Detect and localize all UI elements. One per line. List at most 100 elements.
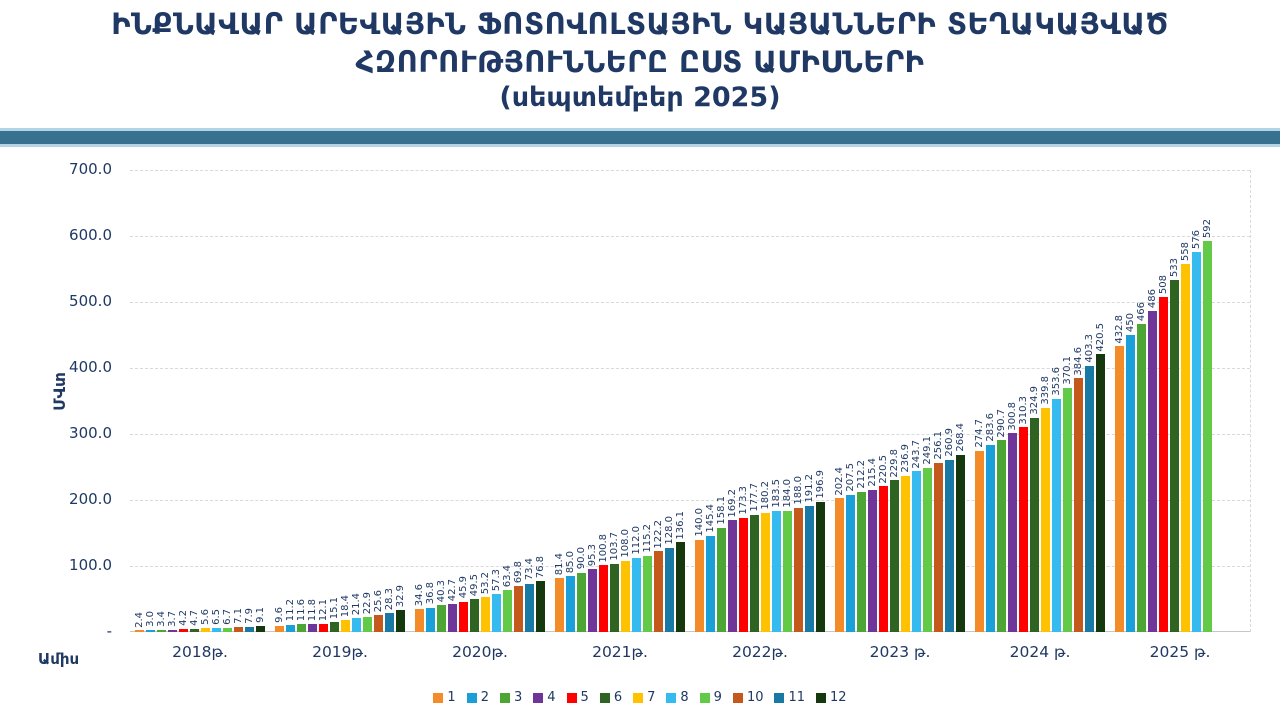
bar-month-9-2021թ. xyxy=(643,555,652,632)
legend-item-month-5: 5 xyxy=(566,690,589,705)
legend-label: 7 xyxy=(647,690,656,705)
bar-value-label: 420.5 xyxy=(1095,322,1106,352)
bar-month-12-2023 թ. xyxy=(956,454,965,632)
gridline xyxy=(130,170,1250,171)
bar-month-6-2018թ. xyxy=(190,628,199,632)
chart-title-line1: ԻՆՔՆԱՎԱՐ ԱՐԵՎԱՅԻՆ ՖՈՏՈՎՈԼՏԱՅԻՆ ԿԱՅԱՆՆԵՐԻ… xyxy=(111,7,1169,41)
bar-month-6-2021թ. xyxy=(610,563,619,632)
bar-month-7-2018թ. xyxy=(201,628,210,632)
y-axis-title: ՄՎտ xyxy=(50,372,69,411)
bar-value-label: 136.1 xyxy=(675,510,686,540)
x-category-label: 2019թ. xyxy=(312,643,368,661)
bar-month-3-2024 թ. xyxy=(997,440,1006,632)
bar-month-10-2021թ. xyxy=(654,551,663,632)
bar-month-5-2023 թ. xyxy=(879,486,888,632)
bar-month-4-2022թ. xyxy=(728,520,737,632)
bar-month-12-2021թ. xyxy=(676,542,685,632)
bar-month-2-2019թ. xyxy=(286,624,295,632)
bar-month-3-2022թ. xyxy=(717,527,726,632)
bar-month-6-2019թ. xyxy=(330,622,339,632)
bar-value-label: 32.9 xyxy=(395,585,406,608)
legend-item-month-1: 1 xyxy=(433,690,456,705)
bar-month-5-2018թ. xyxy=(179,629,188,632)
bar-month-6-2022թ. xyxy=(750,514,759,632)
gridline xyxy=(130,236,1250,237)
legend-swatch-icon xyxy=(816,692,827,703)
bar-month-12-2018թ. xyxy=(256,626,265,632)
legend-item-month-11: 11 xyxy=(774,690,805,705)
bar-month-7-2025 թ. xyxy=(1181,263,1190,632)
bar-month-1-2020թ. xyxy=(415,609,424,632)
bar-month-4-2023 թ. xyxy=(868,489,877,632)
legend-item-month-8: 8 xyxy=(666,690,689,705)
bar-month-5-2020թ. xyxy=(459,601,468,632)
bar-value-label: 76.8 xyxy=(535,556,546,579)
legend-label: 3 xyxy=(513,690,523,705)
legend-label: 8 xyxy=(680,690,689,705)
bar-month-2-2023 թ. xyxy=(846,495,855,632)
bar-month-11-2018թ. xyxy=(245,626,254,632)
bar-month-7-2021թ. xyxy=(621,560,630,632)
legend-item-month-2: 2 xyxy=(466,690,489,705)
bar-month-10-2019թ. xyxy=(374,615,383,632)
legend-label: 2 xyxy=(480,690,489,705)
bar-value-label: 508 xyxy=(1158,274,1169,294)
bar-month-3-2018թ. xyxy=(157,629,166,632)
x-category-label: 2020թ. xyxy=(452,643,508,661)
legend-swatch-icon xyxy=(533,692,544,703)
bar-month-6-2025 թ. xyxy=(1170,280,1179,632)
bar-month-1-2019թ. xyxy=(275,625,284,632)
legend-label: 11 xyxy=(788,690,806,705)
bar-month-11-2023 թ. xyxy=(945,459,954,632)
legend-item-month-9: 9 xyxy=(699,690,722,705)
bar-month-5-2019թ. xyxy=(319,624,328,632)
legend-item-month-10: 10 xyxy=(732,690,764,705)
legend-swatch-icon xyxy=(599,692,610,703)
bar-month-11-2024 թ. xyxy=(1085,365,1094,632)
bar-month-8-2019թ. xyxy=(352,617,361,632)
bar-month-5-2024 թ. xyxy=(1019,427,1028,632)
x-category-label: 2018թ. xyxy=(172,643,228,661)
bar-month-8-2021թ. xyxy=(632,558,641,632)
bar-month-9-2022թ. xyxy=(783,510,792,632)
legend-label: 10 xyxy=(746,690,764,705)
y-tick-label: 100.0 xyxy=(69,556,112,574)
bar-month-8-2023 թ. xyxy=(912,471,921,632)
bar-month-6-2020թ. xyxy=(470,599,479,632)
x-category-label: 2021թ. xyxy=(592,643,648,661)
y-tick-label: 200.0 xyxy=(69,490,112,508)
bar-month-4-2018թ. xyxy=(168,629,177,632)
bar-month-9-2025 թ. xyxy=(1203,241,1212,632)
legend-swatch-icon xyxy=(633,692,644,703)
legend-label: 9 xyxy=(713,690,722,705)
plot-area: 2.4 3.0 3.4 3.7 4.2 4.7 5.6 6.5 6.7 7.1 7.9 9.1 9.6 1… xyxy=(130,170,1251,632)
bar-month-5-2021թ. xyxy=(599,565,608,632)
x-category-label: 2024 թ. xyxy=(1009,643,1071,661)
bar-month-8-2022թ. xyxy=(772,510,781,632)
legend-item-month-3: 3 xyxy=(499,690,523,705)
gridline xyxy=(130,500,1250,501)
x-category-label: 2022թ. xyxy=(732,643,788,661)
legend-swatch-icon xyxy=(699,692,710,703)
bar-month-5-2022թ. xyxy=(739,517,748,632)
chart-title-line2: ՀԶՈՐՈՒԹՅՈՒՆՆԵՐԸ ԸՍՏ ԱՄԻՍՆԵՐԻ xyxy=(355,45,925,79)
bar-value-label: 268.4 xyxy=(955,423,966,452)
bar-month-3-2025 թ. xyxy=(1137,324,1146,632)
bar-month-3-2023 թ. xyxy=(857,491,866,632)
x-category-label: 2023 թ. xyxy=(869,643,931,661)
bar-month-2-2018թ. xyxy=(146,630,155,632)
bar-month-2-2021թ. xyxy=(566,575,575,632)
bar-month-10-2020թ. xyxy=(514,585,523,632)
bar-month-1-2023 թ. xyxy=(835,498,844,632)
legend-item-month-4: 4 xyxy=(533,690,556,705)
bar-value-label: 592 xyxy=(1202,219,1213,239)
bar-month-4-2020թ. xyxy=(448,603,457,632)
bar-month-10-2018թ. xyxy=(234,627,243,632)
bar-month-2-2022թ. xyxy=(706,536,715,632)
bar-month-11-2021թ. xyxy=(665,547,674,632)
y-tick-label: 300.0 xyxy=(69,424,112,442)
bar-value-label: 196.9 xyxy=(815,470,826,500)
legend-label: 5 xyxy=(580,690,589,705)
legend-swatch-icon xyxy=(499,692,510,703)
